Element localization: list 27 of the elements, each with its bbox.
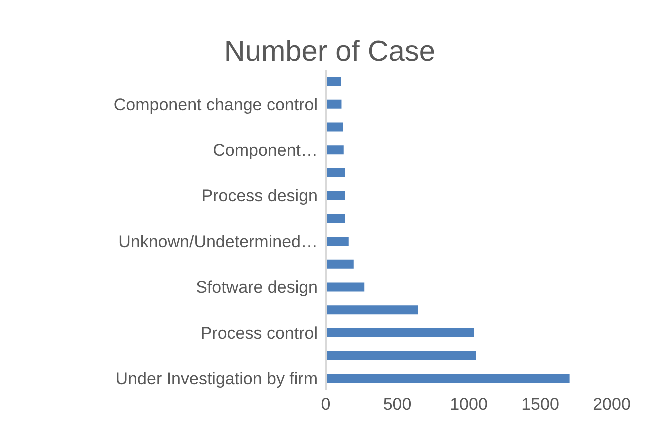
- bar: [326, 191, 346, 200]
- x-tick-label: 0: [321, 395, 331, 414]
- y-tick-label: Component…: [213, 141, 318, 160]
- x-tick-label: 500: [383, 395, 412, 414]
- bar: [326, 351, 476, 360]
- y-tick-label: Process design: [202, 186, 318, 206]
- bar: [326, 100, 342, 109]
- bar: [326, 214, 346, 224]
- bar: [326, 237, 349, 246]
- x-tick-label: 1500: [522, 395, 560, 414]
- bar: [326, 282, 365, 292]
- bar: [326, 77, 342, 86]
- y-tick-label: Unknown/Undetermined…: [118, 232, 318, 252]
- chart-title: Number of Case: [223, 36, 437, 69]
- x-tick-label: 1000: [450, 395, 488, 414]
- y-tick-label: Sfotware design: [196, 278, 318, 298]
- bar: [326, 146, 344, 155]
- bar: [326, 374, 570, 384]
- y-tick-label: Process control: [200, 324, 318, 343]
- bar: [326, 328, 474, 338]
- y-tick-label: Component change control: [114, 95, 318, 114]
- y-tick-label: Under Investigation by firm: [116, 370, 318, 389]
- bar: [326, 122, 344, 132]
- x-tick-label: 2000: [593, 395, 631, 414]
- bar: [326, 168, 346, 178]
- bar: [326, 306, 418, 315]
- bar: [326, 260, 354, 269]
